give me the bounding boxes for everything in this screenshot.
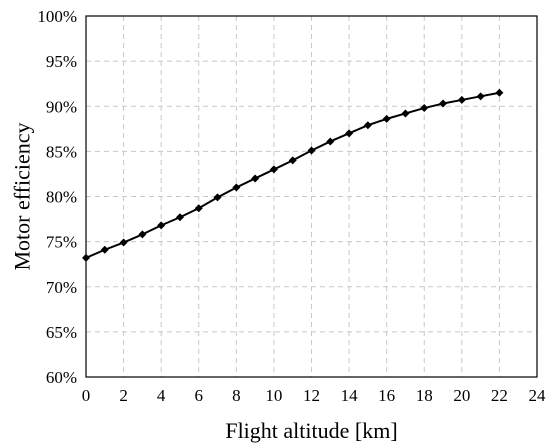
data-point xyxy=(326,137,335,146)
data-point xyxy=(251,174,260,183)
x-tick-label: 18 xyxy=(416,386,433,405)
y-tick-label: 80% xyxy=(46,188,77,207)
y-tick-label: 95% xyxy=(46,52,77,71)
series-line xyxy=(85,91,500,259)
data-point xyxy=(269,165,278,174)
y-tick-label: 75% xyxy=(46,233,77,252)
plot-area xyxy=(85,15,538,378)
x-tick-label: 12 xyxy=(303,386,320,405)
data-point xyxy=(401,109,410,118)
data-point xyxy=(495,88,504,97)
data-point xyxy=(100,245,109,254)
y-tick-label: 60% xyxy=(46,368,77,387)
data-point xyxy=(307,146,316,155)
gridlines xyxy=(86,16,537,377)
data-point xyxy=(157,221,166,230)
data-point xyxy=(476,92,485,101)
data-point xyxy=(363,121,372,130)
y-axis-title: Motor efficiency xyxy=(10,122,35,270)
x-tick-label: 0 xyxy=(82,386,91,405)
x-tick-label: 6 xyxy=(195,386,204,405)
data-point xyxy=(439,99,448,108)
data-point xyxy=(194,204,203,213)
data-point xyxy=(175,213,184,222)
x-tick-label: 22 xyxy=(491,386,508,405)
tick-labels: 0 2 4 6 8 10 12 14 16 18 20 22 2460%65%70%75%80%85%9… xyxy=(37,7,546,405)
x-tick-label: 14 xyxy=(341,386,359,405)
data-point xyxy=(382,114,391,123)
y-tick-label: 90% xyxy=(46,97,77,116)
data-point xyxy=(345,129,354,138)
x-tick-label: 16 xyxy=(378,386,395,405)
y-tick-label: 100% xyxy=(37,7,77,26)
data-point xyxy=(213,193,222,202)
x-tick-label: 20 xyxy=(453,386,470,405)
x-axis-title: Flight altitude [km] xyxy=(225,418,397,443)
x-tick-label: 2 xyxy=(119,386,128,405)
x-tick-label: 8 xyxy=(232,386,241,405)
x-tick-label: 24 xyxy=(529,386,547,405)
y-tick-label: 70% xyxy=(46,278,77,297)
data-point xyxy=(82,253,90,262)
data-point xyxy=(457,95,466,104)
data-point xyxy=(232,183,241,192)
data-point xyxy=(138,230,147,239)
x-tick-label: 10 xyxy=(265,386,282,405)
x-tick-label: 4 xyxy=(157,386,166,405)
y-tick-label: 65% xyxy=(46,323,77,342)
data-point xyxy=(288,156,297,165)
series-layer xyxy=(82,88,504,262)
y-tick-label: 85% xyxy=(46,142,77,161)
data-point xyxy=(119,238,128,247)
data-point xyxy=(420,104,429,113)
